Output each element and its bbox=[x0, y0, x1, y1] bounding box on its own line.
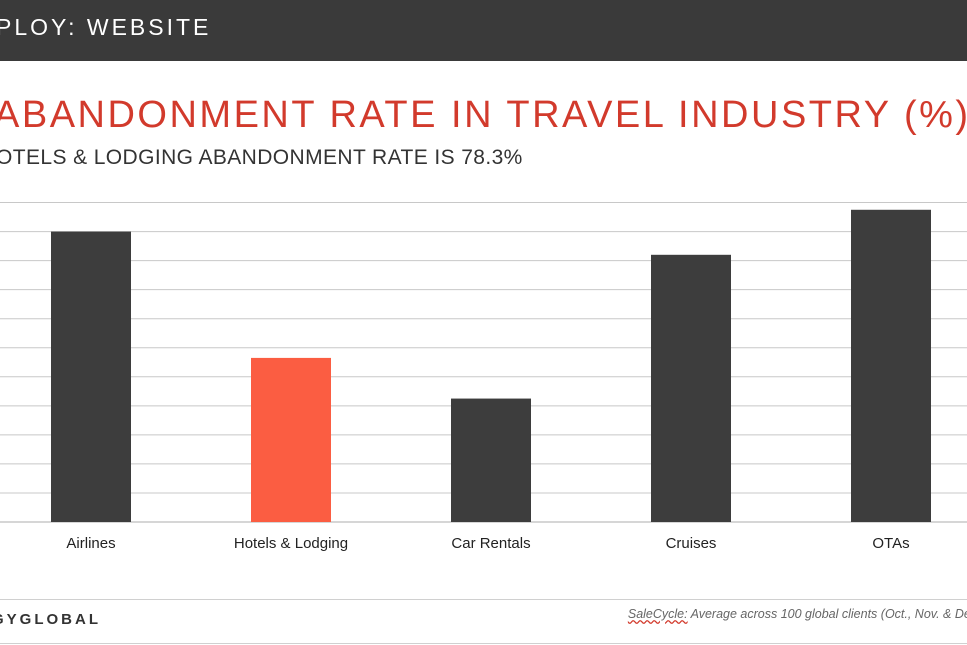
bottom-divider bbox=[0, 643, 967, 644]
source-text: Average across 100 global clients (Oct.,… bbox=[687, 607, 967, 621]
bar-car-rentals bbox=[451, 398, 531, 522]
x-tick-label: OTAs bbox=[872, 535, 909, 552]
bar-chart: Airlines Hotels & Lodging Car Rentals Cruis… bbox=[0, 202, 967, 552]
chart-bars bbox=[51, 209, 931, 523]
bar-hotels-lodging bbox=[251, 357, 331, 522]
source-name: SaleCycle: bbox=[627, 607, 688, 621]
bar-otas bbox=[851, 209, 931, 523]
footer-divider bbox=[0, 599, 967, 600]
slide-subtitle: OTELS & LODGING ABANDONMENT RATE IS 78.3… bbox=[0, 146, 523, 169]
x-tick-label: Hotels & Lodging bbox=[234, 535, 348, 552]
header-bar: PLOY: WEBSITE bbox=[0, 0, 967, 61]
footer-source-note: SaleCycle: Average across 100 global cli… bbox=[628, 607, 967, 621]
x-tick-label: Airlines bbox=[66, 535, 115, 552]
footer-brand-logo: GYGLOBAL bbox=[0, 611, 101, 628]
bar-cruises bbox=[651, 254, 731, 523]
header-title: PLOY: WEBSITE bbox=[0, 14, 212, 40]
slide-title: ABANDONMENT RATE IN TRAVEL INDUSTRY (%) bbox=[0, 94, 967, 136]
bar-airlines bbox=[51, 231, 131, 522]
chart-category-labels: Airlines Hotels & Lodging Car Rentals Cruis… bbox=[66, 535, 909, 552]
x-tick-label: Car Rentals bbox=[451, 535, 530, 552]
x-tick-label: Cruises bbox=[666, 535, 717, 552]
